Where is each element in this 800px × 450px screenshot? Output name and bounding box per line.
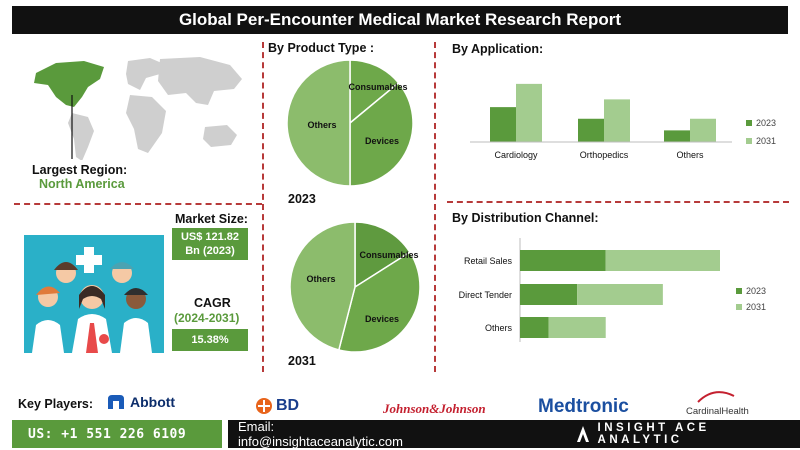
map-europe xyxy=(126,58,164,90)
pie-slice-others xyxy=(289,221,356,351)
map-australia xyxy=(203,125,237,147)
phone-number[interactable]: US: +1 551 226 6109 xyxy=(28,426,187,442)
key-players-label: Key Players: xyxy=(18,397,94,411)
dist-bar-others-2031 xyxy=(548,317,606,338)
divider-left xyxy=(262,42,264,372)
market-size-value: US$ 121.82 xyxy=(180,230,240,243)
app-legend-2031: 2031 xyxy=(756,136,776,146)
distribution-heading: By Distribution Channel: xyxy=(452,211,599,225)
pie-label-consumables: Consumables xyxy=(348,82,407,92)
pie-chart-2031: Consumables Devices Others xyxy=(289,221,421,353)
bd-icon xyxy=(256,398,272,414)
dist-legend-swatch-2031 xyxy=(736,304,742,310)
app-tick-others: Others xyxy=(676,150,704,160)
map-south-america xyxy=(68,113,94,160)
dist-tick-retail-sales: Retail Sales xyxy=(464,256,513,266)
dist-tick-direct-tender: Direct Tender xyxy=(459,290,512,300)
distribution-bar-chart: Retail Sales Direct Tender Others 2023 2031 xyxy=(459,238,766,342)
brand-name: INSIGHT ACE ANALYTIC xyxy=(597,422,710,446)
pie-label-consumables: Consumables xyxy=(359,250,418,260)
pie-slice-devices xyxy=(337,251,421,353)
application-heading: By Application: xyxy=(452,42,544,56)
email-address[interactable]: Email: info@insightaceanalytic.com xyxy=(238,419,403,449)
pie-2023-year-label: 2023 xyxy=(288,192,316,206)
largest-region-value: North America xyxy=(39,177,125,191)
dist-bar-retail-sales-2023 xyxy=(520,250,606,271)
divider-right xyxy=(434,42,436,372)
abbott-name: Abbott xyxy=(130,394,176,410)
dist-bar-others-2023 xyxy=(520,317,549,338)
phone-bar: US: +1 551 226 6109 xyxy=(12,420,222,448)
divider-right-horizontal xyxy=(447,201,789,203)
map-africa xyxy=(126,95,166,153)
app-bar-cardiology-2023 xyxy=(490,107,516,142)
map-asia xyxy=(158,57,242,105)
pie-chart-2023: Consumables Devices Others xyxy=(286,59,414,187)
logo-johnson-johnson: Johnson&Johnson xyxy=(383,401,486,416)
largest-region-label: Largest Region: xyxy=(32,163,128,177)
pie-slice-others xyxy=(286,59,351,187)
cagr-period: (2024-2031) xyxy=(174,311,240,325)
app-bar-orthopedics-2031 xyxy=(604,99,630,142)
app-bar-others-2023 xyxy=(664,130,690,142)
cagr-value: 15.38% xyxy=(191,333,229,346)
app-tick-cardiology: Cardiology xyxy=(494,150,538,160)
divider-left-horizontal xyxy=(14,203,262,205)
logo-medtronic: Medtronic xyxy=(538,396,629,417)
pie-label-devices: Devices xyxy=(365,136,399,146)
app-legend-swatch-2023 xyxy=(746,120,752,126)
market-size-box: US$ 121.82 Bn (2023) xyxy=(172,228,248,260)
dist-legend-swatch-2023 xyxy=(736,288,742,294)
dist-tick-others: Others xyxy=(485,323,513,333)
cagr-label: CAGR xyxy=(194,296,231,310)
pie-label-others: Others xyxy=(307,120,336,130)
healthcare-team-illustration xyxy=(24,235,164,353)
app-tick-orthopedics: Orthopedics xyxy=(580,150,629,160)
app-legend-2023: 2023 xyxy=(756,118,776,128)
abbott-icon xyxy=(108,395,124,409)
market-size-year: Bn (2023) xyxy=(185,245,235,257)
pie-label-devices: Devices xyxy=(365,314,399,324)
app-bar-orthopedics-2023 xyxy=(578,118,604,142)
app-bar-others-2031 xyxy=(690,118,716,142)
pie-slice-consumables xyxy=(354,221,411,289)
report-title: Global Per-Encounter Medical Market Rese… xyxy=(12,6,788,34)
pie-slice-consumables xyxy=(349,59,400,125)
product-type-heading: By Product Type : xyxy=(268,41,375,55)
dist-bar-direct-tender-2023 xyxy=(520,284,578,305)
bd-name: BD xyxy=(276,397,300,414)
dist-legend-2031: 2031 xyxy=(746,302,766,312)
cardinal-health-name: CardinalHealth xyxy=(686,406,749,417)
cardinal-health-swoosh-icon xyxy=(697,391,735,403)
application-bar-chart: Cardiology Orthopedics Others 2023 2031 xyxy=(470,83,776,160)
market-size-label: Market Size: xyxy=(175,212,248,226)
logo-abbott: Abbott xyxy=(106,393,175,411)
dist-legend-2023: 2023 xyxy=(746,286,766,296)
world-map-graphic xyxy=(34,57,242,160)
app-legend-swatch-2031 xyxy=(746,138,752,144)
pie-slice-devices xyxy=(349,81,414,187)
pie-2031-year-label: 2031 xyxy=(288,354,316,368)
pie-label-others: Others xyxy=(306,274,335,284)
map-north-america xyxy=(34,61,104,107)
cagr-box: 15.38% xyxy=(172,329,248,351)
logo-bd: BD xyxy=(255,397,299,415)
dist-bar-direct-tender-2031 xyxy=(577,284,663,305)
dist-bar-retail-sales-2031 xyxy=(605,250,720,271)
insight-ace-logo-icon xyxy=(576,426,589,442)
contact-bar: Email: info@insightaceanalytic.com INSIG… xyxy=(228,419,800,449)
app-bar-cardiology-2031 xyxy=(516,83,542,142)
